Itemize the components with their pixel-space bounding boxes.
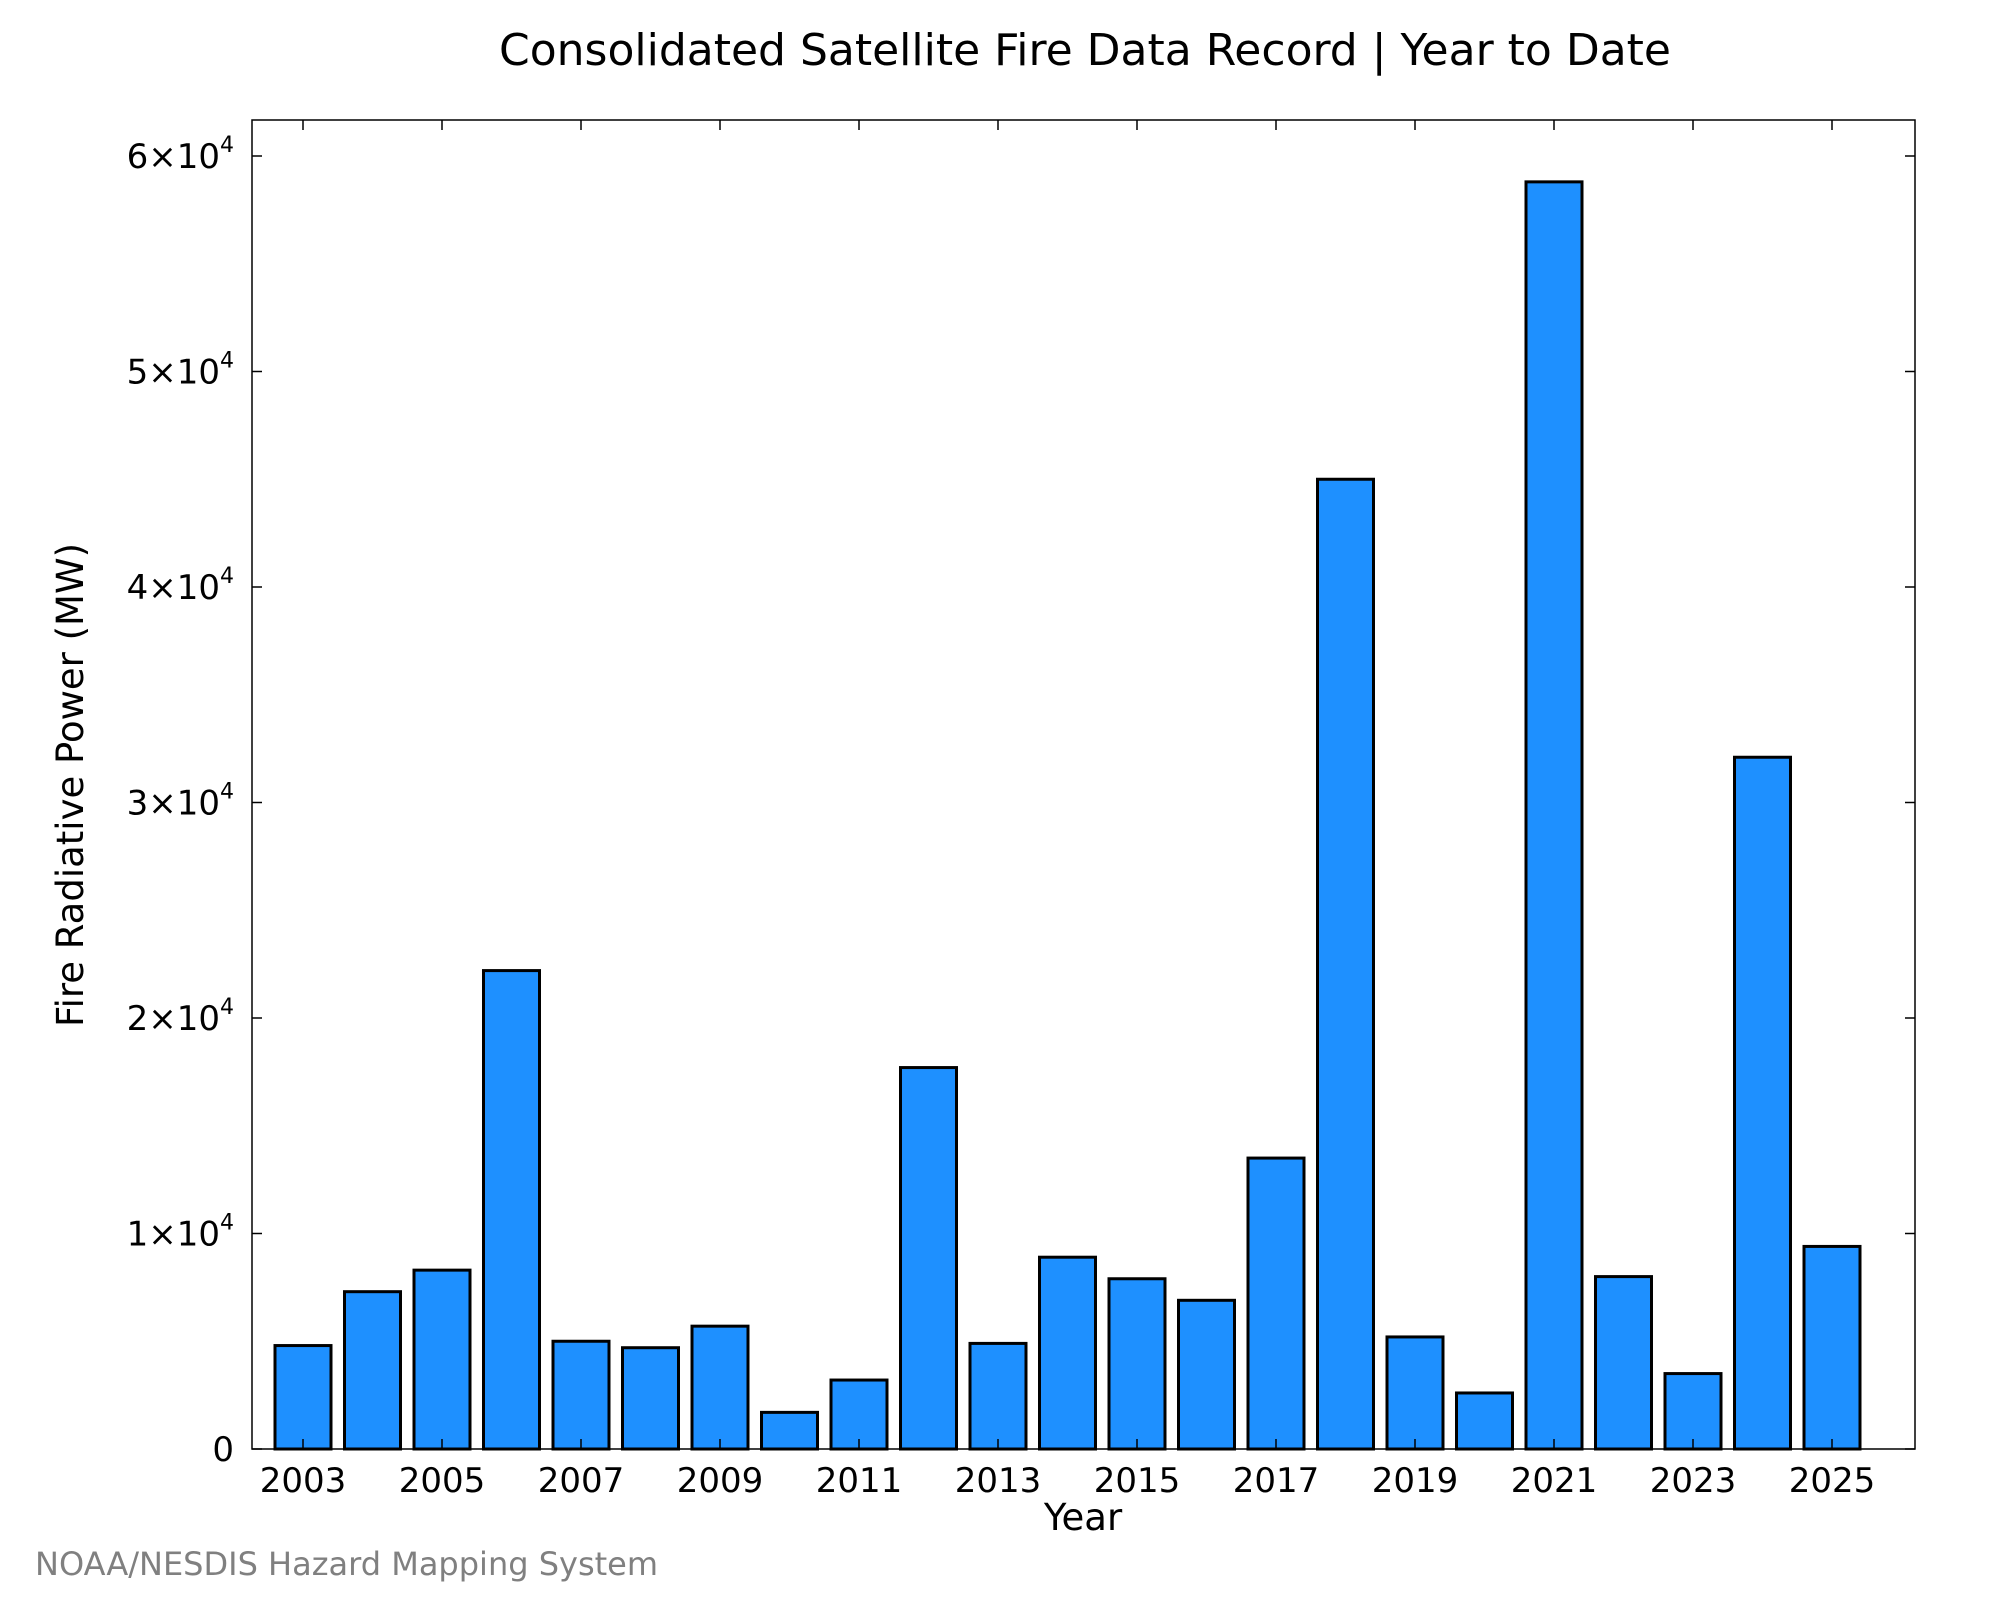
bar-2003 <box>273 1344 333 1451</box>
x-axis-label: Year <box>1043 1496 1123 1539</box>
y-tick-label-20000: 2×104 <box>127 995 234 1039</box>
bar-2017 <box>1246 1156 1306 1451</box>
x-tick-labels: 2003 2005 2007 2009 2011 2013 2015 2017 2019 2021… <box>260 1461 1876 1501</box>
y-tick-labels: 0 1×104 2×104 3×104 4×104 5×104 6×104 <box>127 133 234 1470</box>
bar-2021 <box>1524 180 1584 1451</box>
y-tick-label-10000: 1×104 <box>127 1211 234 1255</box>
bar-2019 <box>1385 1335 1445 1451</box>
x-tick-label-2021: 2021 <box>1511 1461 1598 1501</box>
chart-title: Consolidated Satellite Fire Data Record … <box>499 25 1671 76</box>
x-tick-label-2009: 2009 <box>677 1461 764 1501</box>
bar-2011 <box>829 1378 889 1451</box>
bar-2013 <box>968 1341 1028 1451</box>
x-tick-label-2015: 2015 <box>1094 1461 1181 1501</box>
bars-group <box>273 180 1862 1451</box>
y-tick-label-40000: 4×104 <box>127 564 234 608</box>
y-tick-label-50000: 5×104 <box>127 349 234 393</box>
bar-2024 <box>1733 755 1792 1451</box>
bar-2010 <box>760 1410 819 1451</box>
bar-2005 <box>412 1268 472 1451</box>
x-tick-label-2003: 2003 <box>260 1461 347 1501</box>
credit-text: NOAA/NESDIS Hazard Mapping System <box>35 1545 658 1583</box>
x-tick-label-2023: 2023 <box>1650 1461 1737 1501</box>
bar-2014 <box>1038 1255 1097 1451</box>
bar-2015 <box>1107 1277 1167 1451</box>
y-tick-label-0: 0 <box>212 1430 234 1470</box>
x-tick-label-2025: 2025 <box>1789 1461 1876 1501</box>
bar-2025 <box>1802 1244 1862 1451</box>
plot-frame <box>251 119 1916 1450</box>
x-tick-label-2019: 2019 <box>1372 1461 1459 1501</box>
bar-2008 <box>621 1346 680 1451</box>
bar-2004 <box>343 1290 402 1451</box>
bar-2022 <box>1594 1275 1653 1451</box>
x-tick-label-2007: 2007 <box>538 1461 625 1501</box>
bar-2007 <box>551 1339 611 1451</box>
bar-2012 <box>899 1066 958 1451</box>
bar-2006 <box>482 969 541 1451</box>
bar-2018 <box>1316 477 1375 1451</box>
y-tick-label-60000: 6×104 <box>127 133 234 177</box>
y-axis-label: Fire Radiative Power (MW) <box>49 543 92 1027</box>
bar-2016 <box>1177 1298 1236 1451</box>
x-tick-label-2005: 2005 <box>399 1461 486 1501</box>
bar-2020 <box>1455 1391 1514 1451</box>
bar-2023 <box>1663 1372 1723 1451</box>
x-tick-label-2013: 2013 <box>955 1461 1042 1501</box>
y-tick-label-30000: 3×104 <box>127 780 234 824</box>
x-tick-label-2017: 2017 <box>1233 1461 1320 1501</box>
bar-2009 <box>690 1324 750 1451</box>
x-tick-label-2011: 2011 <box>816 1461 903 1501</box>
